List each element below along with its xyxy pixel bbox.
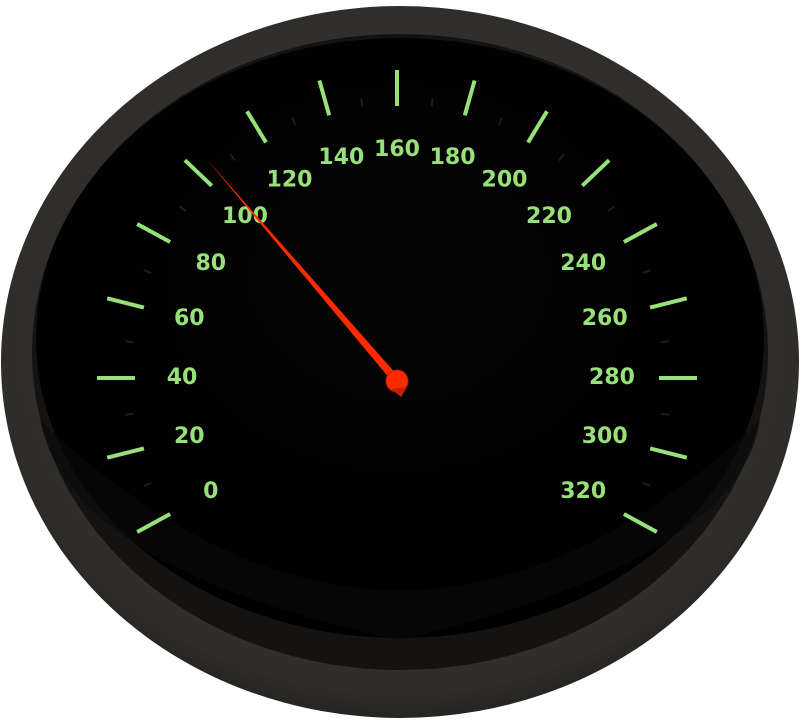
major-tick [136,222,172,244]
tick-label-320: 320 [560,479,606,504]
tick-label-240: 240 [560,251,606,276]
tick-label-0: 0 [203,479,218,504]
minor-tick [660,412,669,416]
tick-label-220: 220 [526,204,572,229]
major-tick [136,512,172,534]
minor-tick [497,117,503,126]
major-tick [183,158,214,188]
tick-label-160: 160 [374,137,420,162]
minor-tick [143,269,152,275]
tick-label-40: 40 [167,365,198,390]
minor-tick [430,98,434,107]
minor-tick [660,340,669,344]
minor-tick [642,269,651,275]
tick-label-80: 80 [195,251,226,276]
minor-tick [607,205,616,212]
tick-label-140: 140 [318,145,364,170]
tick-label-280: 280 [589,365,635,390]
major-tick [245,110,268,144]
major-tick [649,446,688,460]
tick-label-20: 20 [174,424,205,449]
face-lower-shade [40,420,760,640]
major-tick [580,158,611,188]
needle-pointer [206,158,400,384]
minor-tick [125,340,134,344]
major-tick [622,222,658,244]
major-tick [526,110,549,144]
tick-label-200: 200 [482,168,528,193]
minor-tick [143,481,152,487]
tick-label-260: 260 [582,306,628,331]
tick-label-60: 60 [174,306,205,331]
major-tick [649,296,688,310]
minor-tick [291,117,297,126]
tick-label-180: 180 [430,145,476,170]
tick-marks [97,70,697,534]
tick-label-100: 100 [222,204,268,229]
minor-tick [178,205,187,212]
tick-label-300: 300 [582,424,628,449]
tick-label-120: 120 [267,168,313,193]
major-tick [106,446,145,460]
minor-tick [360,98,364,107]
minor-tick [125,412,134,416]
major-tick [462,79,477,116]
minor-tick [229,153,236,162]
minor-tick [642,481,651,487]
minor-tick [558,153,565,162]
major-tick [622,512,658,534]
major-tick [317,79,332,116]
needle-hub-tail [391,387,407,397]
major-tick [106,296,145,310]
needle [206,158,409,397]
dial-face [36,38,764,638]
